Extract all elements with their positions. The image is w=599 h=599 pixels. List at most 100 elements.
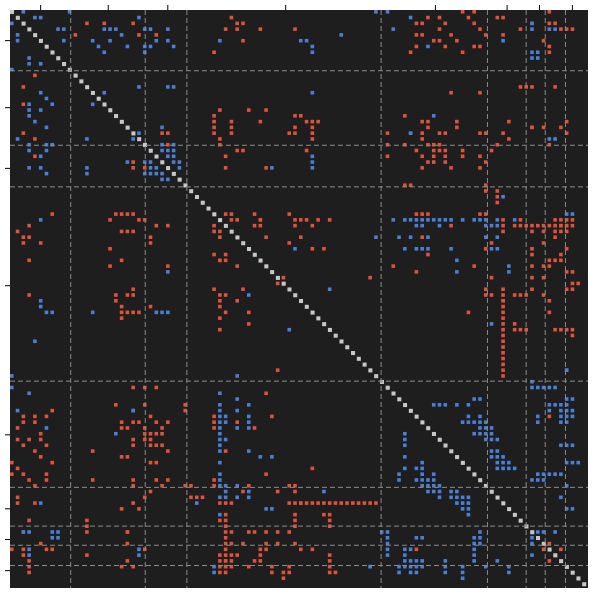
heatmap-cell: [223, 212, 228, 216]
heatmap-cell: [547, 472, 552, 476]
heatmap-cell: [131, 137, 135, 141]
heatmap-cell: [44, 310, 49, 315]
heatmap-cell: [420, 564, 424, 569]
heatmap-cell: [472, 10, 476, 14]
heatmap-cell: [564, 408, 569, 413]
heatmap-cell: [218, 483, 222, 488]
diagonal-cell: [345, 345, 350, 350]
diagonal-cell: [379, 379, 384, 384]
heatmap-cell: [472, 218, 476, 222]
heatmap-cell: [420, 223, 424, 228]
heatmap-cell: [85, 21, 89, 26]
heatmap-cell: [148, 489, 153, 494]
heatmap-cell: [310, 547, 315, 552]
heatmap-cell: [495, 460, 500, 465]
heatmap-cell: [547, 50, 552, 55]
heatmap-cell: [437, 223, 442, 228]
heatmap-cell: [119, 212, 124, 216]
heatmap-cell: [264, 472, 268, 476]
heatmap-cell: [114, 212, 118, 216]
heatmap-cell: [223, 414, 228, 419]
heatmap-cell: [530, 50, 534, 55]
heatmap-cell: [33, 154, 37, 159]
heatmap-cell: [501, 38, 505, 43]
diagonal-cell: [518, 518, 523, 523]
heatmap-cell: [38, 304, 43, 309]
heatmap-cell: [310, 44, 315, 49]
heatmap-cell: [431, 478, 436, 482]
heatmap-cell: [90, 478, 95, 482]
heatmap-cell: [420, 559, 424, 563]
heatmap-cell: [293, 223, 297, 228]
heatmap-cell: [449, 90, 453, 95]
heatmap-cell: [50, 102, 55, 107]
heatmap-cell: [131, 160, 135, 164]
heatmap-cell: [564, 460, 569, 465]
heatmap-cell: [478, 44, 482, 49]
diagonal-cell: [246, 246, 252, 252]
heatmap-cell: [166, 310, 170, 315]
heatmap-cell: [166, 38, 170, 43]
heatmap-cell: [327, 218, 332, 222]
heatmap-cell: [114, 431, 118, 436]
heatmap-cell: [408, 15, 413, 20]
heatmap-cell: [564, 507, 569, 511]
diagonal-cell: [183, 183, 188, 188]
heatmap-cell: [530, 275, 534, 280]
heatmap-cell: [50, 310, 55, 315]
heatmap-cell: [21, 547, 26, 552]
heatmap-cell: [576, 460, 581, 465]
heatmap-cell: [530, 56, 534, 60]
heatmap-cell: [218, 293, 222, 297]
diagonal-cell: [85, 85, 90, 90]
heatmap-cell: [264, 507, 268, 511]
heatmap-cell: [460, 564, 465, 569]
heatmap-cell: [125, 530, 130, 534]
heatmap-cell: [535, 56, 540, 60]
heatmap-cell: [564, 483, 569, 488]
heatmap-cell: [339, 33, 344, 37]
heatmap-cell: [322, 501, 326, 505]
heatmap-cell: [414, 478, 419, 482]
heatmap-cell: [27, 56, 31, 60]
heatmap-cell: [212, 414, 216, 419]
heatmap-cell: [327, 570, 332, 575]
heatmap-cell: [223, 501, 228, 505]
diagonal-cell: [154, 154, 159, 159]
heatmap-cell: [38, 455, 43, 459]
heatmap-cell: [154, 38, 159, 43]
heatmap-cell: [142, 50, 147, 55]
heatmap-cell: [472, 21, 476, 26]
diagonal-cell: [397, 397, 402, 402]
heatmap-cell: [212, 114, 216, 118]
heatmap-cell: [559, 229, 563, 234]
heatmap-cell: [229, 559, 234, 563]
heatmap-cell: [275, 530, 280, 534]
heatmap-cell: [460, 495, 465, 500]
heatmap-cell: [414, 246, 419, 251]
heatmap-cell: [218, 391, 222, 396]
heatmap-cell: [495, 223, 500, 228]
heatmap-cell: [507, 466, 511, 471]
diagonal-cell: [351, 351, 356, 356]
heatmap-cell: [142, 166, 147, 170]
heatmap-cell: [414, 218, 419, 222]
diagonal-cell: [142, 142, 147, 147]
heatmap-cell: [327, 518, 332, 523]
heatmap-cell: [223, 293, 228, 297]
heatmap-cell: [50, 408, 55, 413]
heatmap-cell: [449, 33, 453, 37]
heatmap-cell: [564, 229, 569, 234]
heatmap-cell: [223, 524, 228, 528]
heatmap-cell: [119, 316, 124, 320]
heatmap-cell: [44, 478, 49, 482]
diagonal-cell: [235, 235, 240, 240]
heatmap-cell: [27, 114, 31, 118]
heatmap-cell: [449, 223, 453, 228]
heatmap-cell: [414, 21, 419, 26]
heatmap-cell: [483, 212, 488, 216]
heatmap-cell: [229, 15, 234, 20]
heatmap-cell: [218, 460, 222, 465]
heatmap-cell: [252, 426, 257, 430]
heatmap-cell: [189, 495, 193, 500]
